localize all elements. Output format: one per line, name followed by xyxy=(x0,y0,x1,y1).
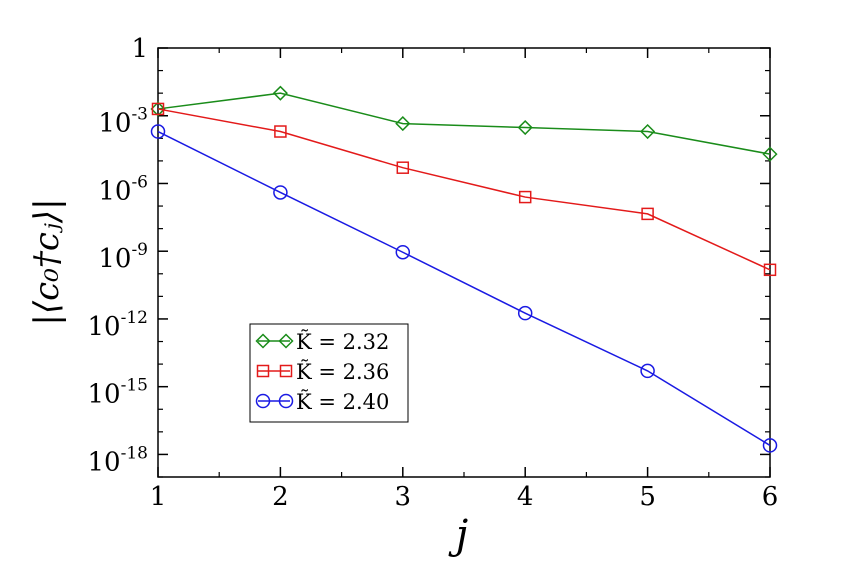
y-tick-label: 10-12 xyxy=(88,308,148,342)
data-point xyxy=(763,263,777,277)
y-tick-label: 1 xyxy=(131,34,148,64)
data-point xyxy=(273,185,288,200)
ticks: 1 2 3 4 5 6 1 10-3 10-6 10-9 10-12 10-15 10-18 xyxy=(88,34,779,512)
data-point xyxy=(396,161,410,174)
data-point xyxy=(395,244,411,260)
data-point xyxy=(762,438,778,453)
legend-label: K̃ = 2.32 xyxy=(296,330,389,354)
y-tick-label: 10-9 xyxy=(98,240,148,274)
x-tick-label: 1 xyxy=(150,482,167,512)
data-point xyxy=(640,363,655,379)
x-tick-label: 3 xyxy=(395,482,412,512)
data-point xyxy=(640,123,656,140)
y-tick-label: 10-3 xyxy=(98,105,148,139)
data-point xyxy=(395,116,411,132)
legend-label: K̃ = 2.36 xyxy=(296,360,389,384)
data-point xyxy=(279,364,293,378)
data-point xyxy=(278,393,294,409)
data-point xyxy=(150,124,166,139)
data-point xyxy=(517,305,533,321)
data-point xyxy=(274,125,287,138)
data-point xyxy=(151,102,165,116)
data-point xyxy=(272,85,288,101)
legend-label: K̃ = 2.40 xyxy=(296,390,389,414)
data-point xyxy=(255,333,271,349)
x-axis-label: j xyxy=(448,512,468,558)
data-point xyxy=(641,207,654,221)
x-tick-label: 5 xyxy=(639,482,656,512)
series-line xyxy=(157,108,771,271)
x-tick-label: 4 xyxy=(517,482,534,512)
data-point xyxy=(517,119,533,136)
y-tick-label: 10-6 xyxy=(98,172,148,206)
data-point xyxy=(255,393,271,409)
y-tick-label: 10-18 xyxy=(88,443,148,477)
y-tick-label: 10-15 xyxy=(88,376,148,410)
data-point xyxy=(278,333,294,349)
data-point xyxy=(150,101,166,117)
legend: K̃ = 2.32 K̃ = 2.36 K̃ = 2.40 xyxy=(249,323,409,423)
y-axis-label: |⟨c₀†cⱼ⟩| xyxy=(27,198,67,325)
data-point xyxy=(256,364,270,378)
x-tick-label: 6 xyxy=(762,482,779,512)
data-point xyxy=(762,146,778,162)
series-line xyxy=(157,92,771,155)
series-line xyxy=(157,130,771,447)
data-point xyxy=(518,190,532,204)
series-layer xyxy=(150,85,778,453)
x-tick-label: 2 xyxy=(272,482,289,512)
